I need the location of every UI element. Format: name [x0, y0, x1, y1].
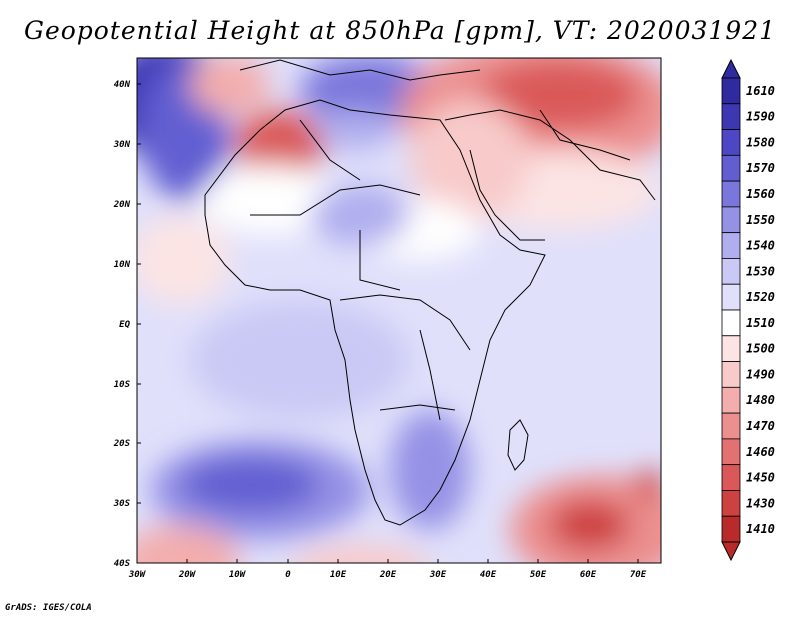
lat-tick: EQ [119, 320, 130, 330]
colorbar-label: 1510 [746, 316, 775, 330]
lon-tick: 10W [229, 570, 247, 580]
colorbar-swatch [721, 103, 741, 130]
colorbar-label: 1410 [746, 522, 775, 536]
colorbar-label: 1460 [746, 445, 775, 459]
colorbar-swatch [721, 464, 741, 491]
colorbar-swatch [721, 412, 741, 440]
colorbar-bottom-arrow [721, 541, 741, 562]
lon-tick: 10E [330, 570, 347, 580]
lon-tick: 70E [630, 570, 647, 580]
colorbar-label: 1580 [746, 135, 775, 149]
lon-tick: 20E [379, 570, 397, 580]
lat-tick: 40N [114, 80, 131, 90]
lat-tick: 10N [114, 260, 131, 270]
colorbar-label: 1570 [746, 161, 775, 175]
colorbar-swatch [721, 309, 741, 337]
colorbar: 1610 1590 1580 1570 1560 1550 1540 1530 1520 1510… [721, 58, 775, 562]
colorbar-label: 1610 [746, 84, 775, 98]
colorbar-swatch [721, 180, 741, 208]
geopotential-field [137, 58, 661, 563]
colorbar-swatch [721, 283, 741, 311]
colorbar-label: 1530 [746, 264, 775, 278]
colorbar-swatch [721, 361, 741, 388]
colorbar-top-arrow [721, 58, 741, 79]
colorbar-swatch [721, 232, 741, 259]
lat-tick: 20N [113, 200, 131, 210]
lon-tick: 30E [429, 570, 447, 580]
colorbar-swatch [721, 386, 741, 414]
colorbar-label: 1540 [746, 239, 775, 253]
lon-axis: 30W 20W 10W 0 10E 20E 30E 40E 50E 60E 70… [128, 559, 647, 580]
colorbar-label: 1480 [746, 393, 775, 407]
lat-tick: 30N [113, 140, 131, 150]
colorbar-swatch [721, 438, 741, 466]
colorbar-label: 1520 [746, 290, 775, 304]
lat-tick: 40S [114, 559, 131, 569]
colorbar-swatch [721, 206, 741, 234]
footer-credit: GrADS: IGES/COLA [5, 603, 92, 613]
colorbar-label: 1560 [746, 187, 775, 201]
lon-tick: 20W [178, 570, 197, 580]
lon-tick: 0 [285, 570, 291, 580]
colorbar-swatch [721, 77, 741, 105]
lat-tick: 10S [114, 380, 131, 390]
colorbar-label: 1490 [746, 367, 775, 381]
coastline [204, 59, 656, 526]
lat-tick: 20S [113, 439, 131, 449]
colorbar-label: 1470 [746, 419, 775, 433]
lat-tick: 30S [113, 499, 131, 509]
colorbar-swatch [721, 258, 741, 285]
colorbar-swatch [721, 129, 741, 156]
lon-tick: 30W [128, 570, 147, 580]
lon-tick: 50E [530, 570, 547, 580]
colorbar-label: 1430 [746, 496, 775, 510]
map-title: Geopotential Height at 850hPa [gpm], VT:… [23, 16, 777, 45]
colorbar-label: 1550 [746, 213, 775, 227]
plot-frame [136, 57, 662, 564]
colorbar-label: 1590 [746, 110, 775, 124]
lat-axis: 40N 30N 20N 10N EQ 10S 20S 30S 40S [113, 80, 141, 569]
colorbar-label: 1500 [746, 342, 775, 356]
lon-tick: 40E [480, 570, 497, 580]
colorbar-swatch [721, 490, 741, 517]
colorbar-swatch [721, 335, 741, 362]
lon-tick: 60E [580, 570, 597, 580]
colorbar-swatch [721, 515, 741, 543]
colorbar-label: 1450 [746, 471, 775, 485]
colorbar-swatch [721, 154, 741, 182]
